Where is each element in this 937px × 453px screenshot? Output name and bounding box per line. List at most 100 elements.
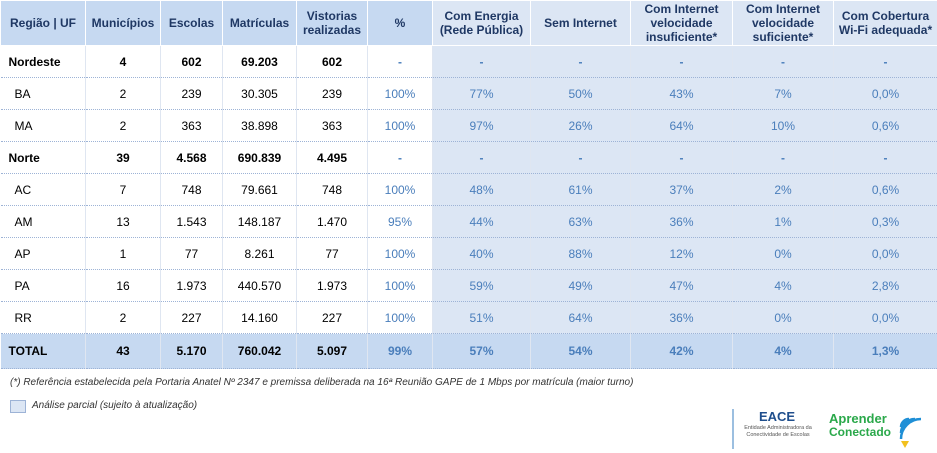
table-cell: AM	[0, 205, 86, 238]
table-row: MA 2 363 38.898 363 100% 97% 26% 64% 10% 0,6%	[0, 109, 937, 142]
table-cell: 5.097	[296, 333, 368, 369]
table-cell: 4.495	[296, 141, 368, 174]
table-cell: -	[833, 141, 937, 174]
table-cell: 4%	[732, 269, 834, 302]
table-cell: 2,8%	[833, 269, 937, 302]
header-cell: Região | UF	[0, 0, 86, 46]
table-cell: -	[530, 141, 631, 174]
legend-text: Análise parcial (sujeito à atualização)	[32, 400, 198, 411]
table-cell: 748	[160, 173, 223, 206]
table-cell: 7	[85, 173, 161, 206]
table-row: PA 16 1.973 440.570 1.973 100% 59% 49% 47% 4% 2,8%	[0, 269, 937, 302]
table-cell: 26%	[530, 109, 631, 142]
header-cell: Municípios	[85, 0, 161, 46]
table-cell: 100%	[367, 237, 433, 270]
table-cell: 95%	[367, 205, 433, 238]
table-cell: 1.543	[160, 205, 223, 238]
table-cell: 8.261	[222, 237, 297, 270]
header-cell: Matrículas	[222, 0, 297, 46]
table-cell: 100%	[367, 109, 433, 142]
table-row: AM 13 1.543 148.187 1.470 95% 44% 63% 36% 1% 0,3%	[0, 205, 937, 238]
table-cell: 602	[160, 45, 223, 78]
table-cell: 10%	[732, 109, 834, 142]
table-cell: Nordeste	[0, 45, 86, 78]
table-cell: 54%	[530, 333, 631, 369]
header-cell: %	[367, 0, 433, 46]
conectado-logo: Conectado	[829, 425, 891, 439]
header-cell: Escolas	[160, 0, 223, 46]
table-cell: 363	[160, 109, 223, 142]
table-cell: Norte	[0, 141, 86, 174]
table-cell: 1%	[732, 205, 834, 238]
table-cell: 227	[296, 301, 368, 334]
table-cell: 440.570	[222, 269, 297, 302]
table-cell: 0,6%	[833, 173, 937, 206]
table-cell: 77	[160, 237, 223, 270]
table-cell: 100%	[367, 269, 433, 302]
table-cell: 748	[296, 173, 368, 206]
table-cell: 63%	[530, 205, 631, 238]
table-cell: 43%	[630, 77, 733, 110]
table-row: RR 2 227 14.160 227 100% 51% 64% 36% 0% 0,0%	[0, 301, 937, 334]
table-cell: 1,3%	[833, 333, 937, 369]
table-cell: 363	[296, 109, 368, 142]
table-cell: RR	[0, 301, 86, 334]
table-cell: -	[432, 45, 531, 78]
table-cell: 4%	[732, 333, 834, 369]
table-cell: -	[630, 45, 733, 78]
table-cell: 14.160	[222, 301, 297, 334]
table-cell: 100%	[367, 77, 433, 110]
table-cell: 39	[85, 141, 161, 174]
table-cell: PA	[0, 269, 86, 302]
table-cell: 64%	[530, 301, 631, 334]
header-cell: Com Energia (Rede Pública)	[432, 0, 531, 46]
table-row: AP 1 77 8.261 77 100% 40% 88% 12% 0% 0,0%	[0, 237, 937, 270]
eace-logo: EACE	[759, 409, 795, 424]
table-cell: 30.305	[222, 77, 297, 110]
table-cell: 59%	[432, 269, 531, 302]
table-cell: 5.170	[160, 333, 223, 369]
table-cell: 1.470	[296, 205, 368, 238]
table-cell: 13	[85, 205, 161, 238]
eace-subtitle: Entidade Administradora da Conectividade…	[744, 425, 812, 438]
table-cell: 7%	[732, 77, 834, 110]
table-cell: MA	[0, 109, 86, 142]
table-row: TOTAL 43 5.170 760.042 5.097 99% 57% 54% 42% 4% 1,…	[0, 333, 937, 369]
table-cell: 77	[296, 237, 368, 270]
table-cell: 4.568	[160, 141, 223, 174]
header-row: Região | UF Municípios Escolas Matrículas Vi…	[0, 0, 937, 46]
table-cell: AC	[0, 173, 86, 206]
table-cell: 0,3%	[833, 205, 937, 238]
table-cell: 43	[85, 333, 161, 369]
table-cell: 2%	[732, 173, 834, 206]
table-cell: 64%	[630, 109, 733, 142]
table-cell: 0,6%	[833, 109, 937, 142]
data-table: Região | UF Municípios Escolas Matrículas Vi…	[0, 0, 937, 369]
table-cell: -	[432, 141, 531, 174]
table-cell: 1	[85, 237, 161, 270]
table-cell: 79.661	[222, 173, 297, 206]
table-cell: 0%	[732, 237, 834, 270]
table-cell: -	[732, 45, 834, 78]
table-body: Nordeste 4 602 69.203 602- - - - - - BA 2 239 30.305 2…	[0, 45, 937, 369]
header-cell: Sem Internet	[530, 0, 631, 46]
table-cell: 36%	[630, 205, 733, 238]
table-cell: BA	[0, 77, 86, 110]
table-cell: 69.203	[222, 45, 297, 78]
table-cell: 51%	[432, 301, 531, 334]
table-cell: TOTAL	[0, 333, 86, 369]
table-cell: 2	[85, 301, 161, 334]
table-cell: AP	[0, 237, 86, 270]
table-cell: 602	[296, 45, 368, 78]
table-cell: 97%	[432, 109, 531, 142]
table-cell: 61%	[530, 173, 631, 206]
legend-swatch	[10, 400, 26, 413]
table-cell: -	[630, 141, 733, 174]
table-cell: 0,0%	[833, 77, 937, 110]
header-cell: Com Internet velocidade suficiente*	[732, 0, 834, 46]
table-cell: 100%	[367, 173, 433, 206]
aprender-logo: Aprender	[829, 411, 887, 426]
table-cell: 88%	[530, 237, 631, 270]
table-row: Norte 39 4.568 690.839 4.495- - - - - -	[0, 141, 937, 174]
